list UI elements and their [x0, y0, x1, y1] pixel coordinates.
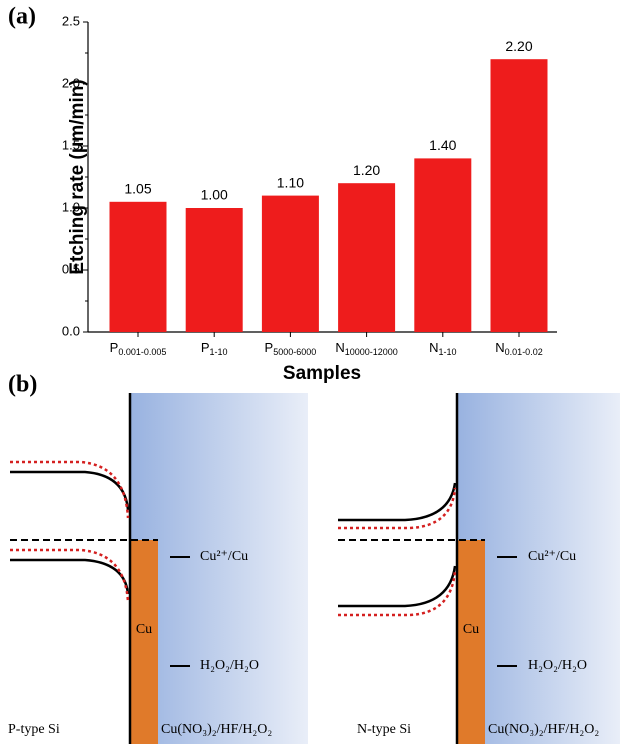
- value-label: 2.20: [505, 38, 532, 54]
- cu-layer: [130, 540, 158, 744]
- level-label: Cu²⁺/Cu: [528, 549, 576, 564]
- y-tick-label: 1.5: [62, 137, 80, 152]
- x-tick-label: P0.001-0.005: [110, 340, 167, 357]
- bar: [261, 195, 319, 332]
- bar-chart: Etching rate (μm/min) Samples 0.0 0.5 1.0 1…: [62, 13, 557, 384]
- bar: [185, 208, 243, 332]
- y-tick-label: 0.5: [62, 261, 80, 276]
- value-label: 1.20: [353, 162, 380, 178]
- value-label: 1.05: [124, 181, 151, 197]
- x-tick-label: P5000-6000: [265, 340, 317, 357]
- semiconductor-label: P-type Si: [8, 722, 60, 737]
- band-edge-shifted: [10, 460, 130, 519]
- band-edge: [338, 565, 457, 608]
- band-edge: [10, 470, 130, 511]
- solution-label: Cu(NO₃)₂/HF/H₂O₂: [161, 722, 272, 737]
- value-label: 1.00: [201, 187, 228, 203]
- x-tick-label: N10000-12000: [335, 340, 397, 357]
- y-axis-title: Etching rate (μm/min): [67, 79, 88, 274]
- x-tick-label: N1-10: [429, 340, 456, 357]
- value-label: 1.10: [277, 174, 304, 190]
- semiconductor-label: N-type Si: [357, 722, 411, 737]
- band-edge-shifted: [10, 548, 130, 603]
- metal-label: Cu: [136, 622, 152, 637]
- panel-label: (a): [8, 4, 36, 30]
- solution-label: Cu(NO₃)₂/HF/H₂O₂: [488, 722, 599, 737]
- band-edge: [338, 482, 457, 522]
- y-tick-label: 2.0: [62, 75, 80, 90]
- bar: [490, 59, 548, 332]
- band-edge-shifted: [338, 487, 457, 530]
- cu-layer: [457, 540, 485, 744]
- value-label: 1.40: [429, 137, 456, 153]
- band-edge-shifted: [338, 569, 457, 617]
- metal-label: Cu: [463, 622, 479, 637]
- level-label: Cu²⁺/Cu: [200, 549, 248, 564]
- level-label: H₂O₂/H₂O: [200, 658, 259, 673]
- panel-label: (b): [8, 372, 37, 398]
- x-tick-label: N0.01-0.02: [495, 340, 542, 357]
- bar: [338, 183, 396, 332]
- y-tick-label: 0.0: [62, 323, 80, 338]
- x-tick-label: P1-10: [201, 340, 228, 357]
- band-edge: [10, 558, 130, 595]
- solution-region: [130, 393, 308, 744]
- y-tick-label: 2.5: [62, 13, 80, 28]
- level-label: H₂O₂/H₂O: [528, 658, 587, 673]
- bar: [414, 158, 472, 332]
- band-diagram: Cu Cu²⁺/Cu H₂O₂/H₂O P-type Si Cu(NO₃)₂/H…: [8, 393, 620, 744]
- bar: [109, 201, 167, 332]
- y-tick-label: 1.0: [62, 199, 80, 214]
- x-axis-title: Samples: [283, 363, 361, 384]
